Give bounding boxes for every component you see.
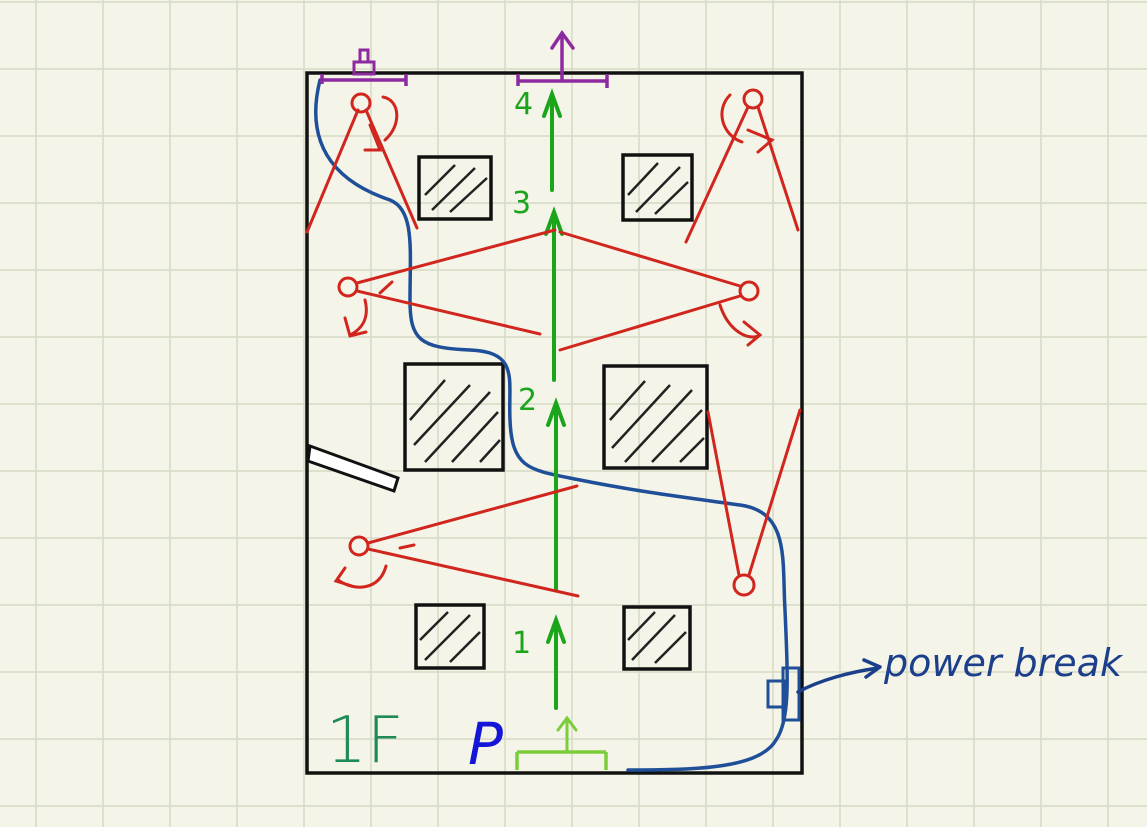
- route-arrow: [542, 88, 562, 192]
- side-door: [306, 443, 400, 493]
- floor-label: 1F: [326, 704, 404, 778]
- guard: [337, 228, 557, 338]
- power-box: [766, 666, 801, 722]
- route-arrow: [546, 614, 566, 710]
- guard: [558, 230, 763, 352]
- guard: [305, 92, 419, 234]
- route-arrow: [544, 206, 564, 382]
- pillar: [622, 605, 692, 671]
- room-outline: [305, 71, 804, 775]
- power-arrow: [796, 658, 882, 694]
- pillar: [414, 603, 486, 670]
- up-arrow-icon: [550, 29, 575, 83]
- exit-left: [320, 48, 408, 86]
- power-cable: [314, 78, 789, 772]
- guard: [684, 88, 800, 244]
- guard: [706, 408, 802, 597]
- route-arrow: [546, 397, 566, 592]
- guard: [333, 484, 580, 598]
- pillar: [403, 362, 505, 472]
- pillar: [621, 153, 694, 222]
- waypoint-label: 2: [518, 383, 537, 418]
- player-marker: P: [468, 710, 503, 778]
- alarm-icon: [352, 48, 376, 76]
- up-arrow-icon: [556, 715, 578, 754]
- route-arrows: [542, 88, 566, 710]
- pillar: [602, 364, 709, 470]
- pillars: [403, 153, 709, 671]
- waypoint-label: 3: [512, 186, 531, 221]
- waypoint-label: 4: [514, 87, 533, 122]
- entrance: [515, 715, 608, 770]
- power-break-label: power break: [883, 641, 1124, 685]
- guards: [305, 88, 802, 598]
- pillar: [417, 155, 493, 221]
- exit-center: [516, 29, 609, 88]
- waypoint-label: 1: [512, 626, 531, 661]
